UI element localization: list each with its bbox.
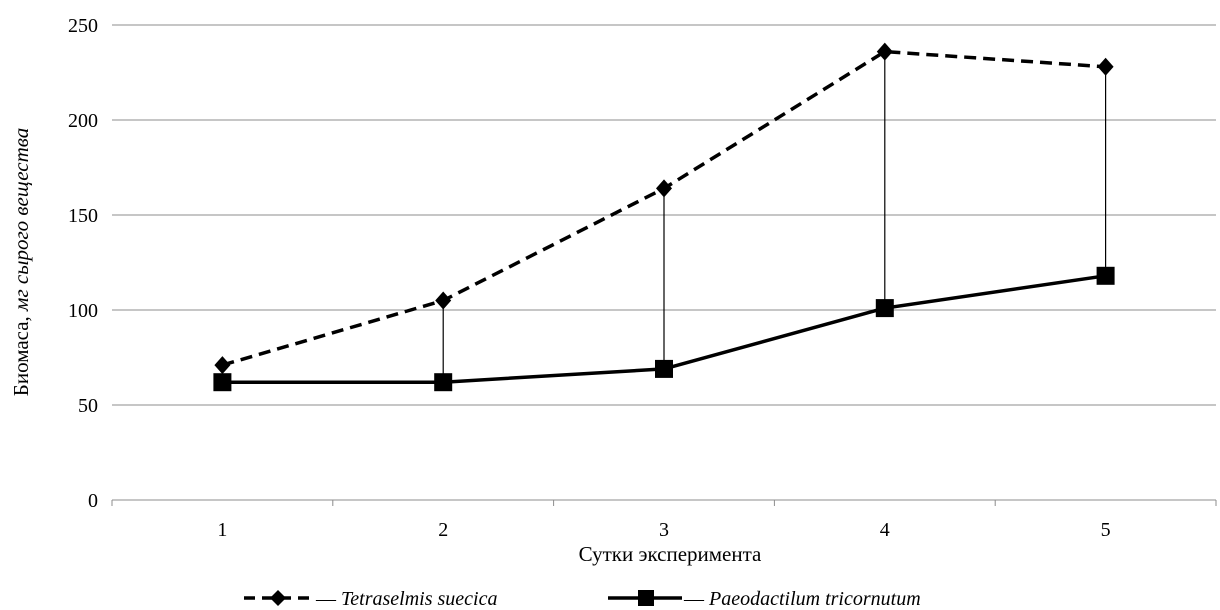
legend-item-tetraselmis: — Tetraselmis suecica (244, 588, 497, 610)
y-tick-label-100: 100 (68, 300, 98, 322)
series-markers (213, 42, 1115, 392)
x-tick-label-5: 5 (1101, 519, 1111, 541)
drop-lines (221, 51, 1107, 383)
legend-item-paeodactilum: — Paeodactilum tricornutum (608, 588, 921, 610)
y-tick-label-50: 50 (78, 395, 98, 417)
legend-square-marker (638, 590, 654, 606)
y-tick-labels: 0 50 100 150 200 250 (68, 15, 98, 512)
y-axis-title-prefix: Биомаса, (9, 311, 33, 396)
legend-label-tetraselmis: — Tetraselmis suecica (315, 588, 497, 610)
x-axis-title: Сутки эксперимента (579, 542, 762, 566)
data-point-diamond-1 (214, 356, 231, 375)
data-point-square-2 (434, 373, 453, 392)
x-tick-label-3: 3 (659, 519, 669, 541)
y-tick-label-150: 150 (68, 205, 98, 227)
data-point-diamond-4 (876, 42, 893, 61)
data-point-diamond-2 (435, 291, 452, 310)
y-tick-label-200: 200 (68, 110, 98, 132)
y-axis-title: Биомаса, мг сырого вещества (9, 128, 33, 396)
x-tick-labels: 1 2 3 4 5 (111, 500, 1217, 541)
data-point-diamond-3 (656, 179, 672, 198)
y-tick-label-0: 0 (88, 490, 98, 512)
data-point-square-1 (213, 373, 232, 392)
x-tick-label-2: 2 (438, 519, 448, 541)
legend-diamond-marker (270, 590, 286, 606)
data-point-diamond-5 (1097, 57, 1114, 76)
legend-label-paeodactilum: — Paeodactilum tricornutum (683, 588, 921, 610)
y-tick-label-250: 250 (68, 15, 98, 37)
y-axis-title-unit: мг сырого вещества (9, 128, 33, 312)
data-point-square-3 (655, 359, 673, 378)
legend: — Tetraselmis suecica — Paeodactilum tri… (244, 588, 921, 610)
x-tick-label-1: 1 (217, 519, 227, 541)
data-point-square-4 (875, 299, 894, 318)
x-tick-label-4: 4 (880, 519, 890, 541)
data-point-square-5 (1096, 266, 1115, 285)
